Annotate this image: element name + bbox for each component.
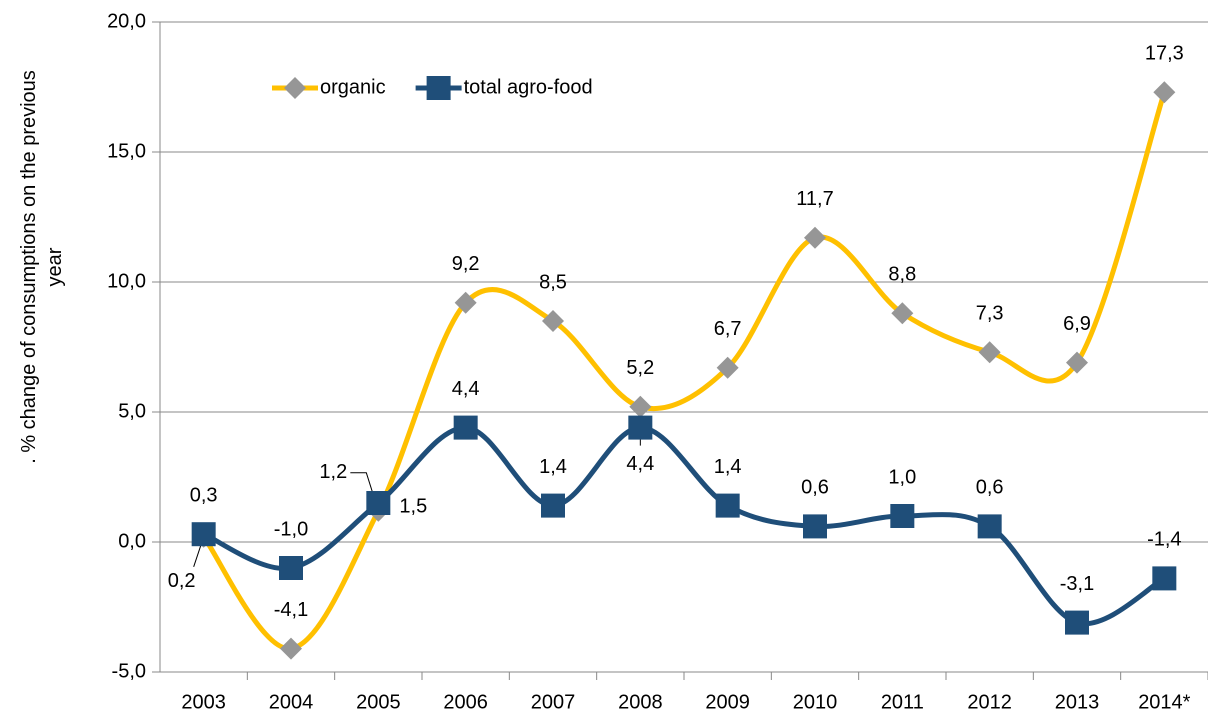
data-label: 4,4	[626, 453, 654, 475]
point	[279, 556, 303, 580]
point	[1152, 566, 1177, 591]
x-tick-label: 2011	[881, 691, 924, 713]
series-line	[202, 425, 1166, 627]
point	[804, 226, 826, 249]
data-label: 1,2	[319, 461, 347, 483]
point	[1066, 351, 1088, 374]
x-tick-label: 2014*	[1138, 691, 1190, 713]
point	[453, 415, 478, 440]
point	[891, 302, 914, 325]
data-label: 1,4	[539, 456, 567, 478]
point	[1065, 610, 1089, 635]
legend-marker	[426, 76, 451, 100]
point	[1153, 81, 1176, 104]
data-label: -1,0	[274, 518, 308, 540]
point	[280, 637, 302, 660]
data-label: 7,3	[976, 302, 1004, 324]
data-label: -3,1	[1060, 573, 1094, 595]
data-label: 1,4	[714, 456, 742, 478]
y-tick-label: -5,0	[112, 660, 146, 682]
point	[890, 504, 915, 528]
data-label: -4,1	[274, 599, 308, 621]
y-axis-label: . % change of consumptions on the previo…	[18, 70, 66, 464]
data-label: 1,0	[888, 466, 916, 488]
data-label: 0,2	[168, 570, 196, 592]
y-tick-label: 0,0	[118, 530, 146, 552]
data-label: 0,6	[801, 477, 829, 499]
data-label: 17,3	[1145, 42, 1184, 64]
legend: organic total agro-food	[272, 76, 593, 100]
point	[629, 395, 652, 418]
data-label: 4,4	[452, 378, 480, 400]
x-tick-label: 2006	[443, 691, 488, 713]
y-tick-label: 5,0	[118, 400, 146, 422]
x-tick-label: 2003	[181, 691, 226, 713]
point	[715, 493, 740, 518]
point	[977, 514, 1002, 539]
data-label: 8,8	[888, 263, 916, 285]
x-tick-label: 2012	[967, 691, 1012, 713]
y-tick-label: 20,0	[107, 10, 146, 32]
x-tick-label: 2004	[269, 691, 314, 713]
point	[628, 415, 653, 440]
x-tick-label: 2010	[793, 691, 838, 713]
legend-label: total agro-food	[464, 76, 593, 98]
y-tick-label: 10,0	[107, 270, 146, 292]
legend-label: organic	[320, 76, 386, 98]
data-label: -1,4	[1147, 529, 1181, 551]
x-tick-label: 2005	[356, 691, 401, 713]
x-tick-label: 2008	[618, 691, 663, 713]
data-label: 8,5	[539, 271, 567, 293]
data-label: 6,7	[714, 318, 742, 340]
data-label: 11,7	[796, 188, 833, 210]
data-label: 5,2	[626, 357, 654, 379]
data-label: 1,5	[399, 495, 427, 517]
point	[716, 356, 739, 379]
point	[454, 291, 477, 314]
point	[803, 514, 827, 539]
legend-marker	[284, 77, 306, 99]
point	[191, 522, 216, 547]
data-label: 9,2	[452, 253, 480, 275]
data-label: 0,3	[190, 484, 218, 506]
series-line	[201, 91, 1167, 652]
point	[978, 341, 1001, 364]
x-tick-label: 2007	[531, 691, 576, 713]
y-tick-label: 15,0	[107, 140, 146, 162]
data-label: 6,9	[1063, 313, 1091, 335]
x-tick-label: 2013	[1055, 691, 1100, 713]
point	[366, 491, 391, 515]
x-tick-label: 2009	[705, 691, 750, 713]
point	[541, 493, 565, 518]
data-label: 0,6	[976, 477, 1004, 499]
point	[542, 310, 564, 332]
